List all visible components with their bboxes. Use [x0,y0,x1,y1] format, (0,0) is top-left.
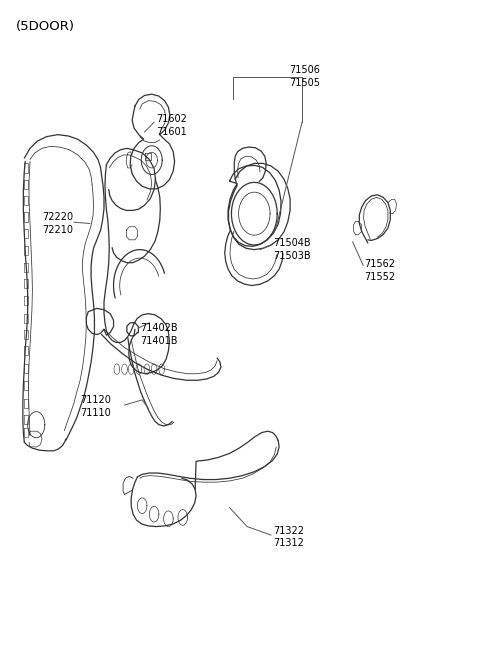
Text: 71120
71110: 71120 71110 [80,395,111,418]
Text: 71504B
71503B: 71504B 71503B [274,238,311,261]
Text: 71602
71601: 71602 71601 [156,114,187,137]
Text: (5DOOR): (5DOOR) [16,20,75,33]
Text: 72220
72210: 72220 72210 [42,212,73,235]
Text: 71562
71552: 71562 71552 [364,259,395,282]
Text: 71402B
71401B: 71402B 71401B [140,323,178,346]
Text: 71506
71505: 71506 71505 [289,65,320,88]
Text: 71322
71312: 71322 71312 [274,525,304,548]
